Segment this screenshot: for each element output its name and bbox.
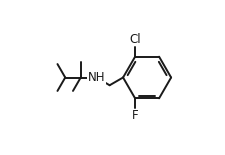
- Text: Cl: Cl: [129, 33, 140, 46]
- Text: NH: NH: [87, 71, 105, 84]
- Text: F: F: [131, 109, 138, 122]
